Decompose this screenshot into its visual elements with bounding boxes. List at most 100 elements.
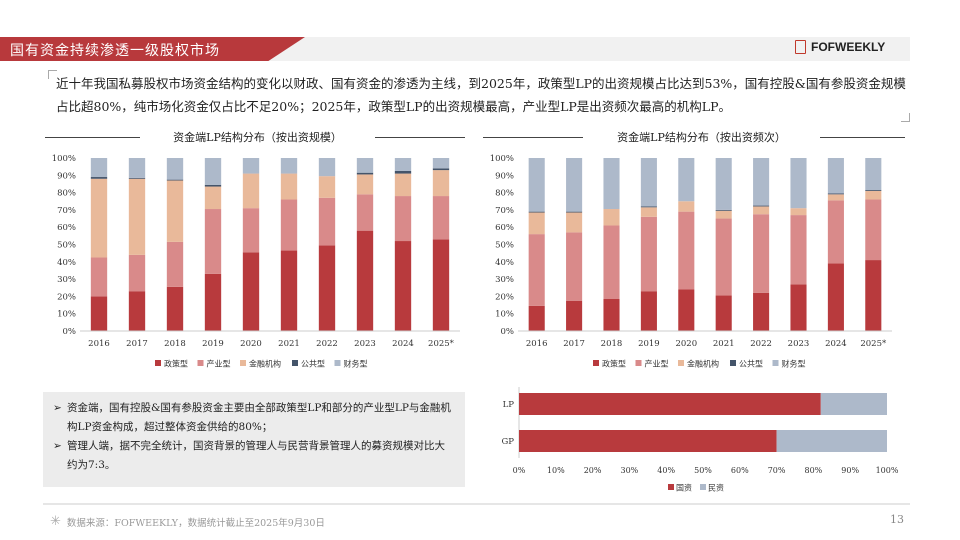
y-tick-label: 100% [490,154,514,164]
bar-segment-公共型 [715,209,732,211]
bar-segment-产业型 [715,218,732,296]
bar-segment-财务型 [280,158,298,174]
bar-segment-公共型 [566,211,583,213]
x-tick-label: 2021 [278,339,300,349]
x-tick-label: 2022 [316,339,338,349]
chart-lp-gp: LP GP 0% 10% 20% 30% 40% 50% 60% 70% 80% 90% 100% 国资 民… [501,387,899,493]
y-tick-label: 60% [57,223,76,233]
bar-segment-财务型 [640,158,657,207]
bar-segment-公共型 [640,206,657,208]
bar-segment-财务型 [356,158,374,173]
divider [375,137,465,138]
divider [820,137,905,138]
bar-segment-公共型 [528,211,545,213]
legend-swatch [678,360,684,366]
legend-label: 财务型 [344,359,368,369]
divider [45,137,140,138]
bar-segment-财务型 [603,158,620,210]
legend-swatch [292,360,298,366]
bar-segment-产业型 [394,196,412,242]
bar-segment-财务型 [790,158,807,209]
bar-segment-政策型 [827,263,844,331]
legend-swatch [635,360,642,366]
y-tick-label: 90% [57,171,76,181]
bar-segment-金融机构 [242,173,260,209]
bar-segment-公共型 [827,193,844,195]
legend-swatch [772,360,779,366]
y-tick-label: 70% [57,206,76,216]
legend-swatch [668,484,674,490]
bar-segment-民资 [776,430,887,452]
bar-segment-公共型 [90,177,108,179]
note-item: ➢ 管理人端，据不完全统计，国资背景的管理人与民营背景管理人的募资规模对比大约为7… [53,437,455,475]
bar-segment-产业型 [566,232,583,301]
x-tick-label: 2019 [202,339,224,349]
bar-segment-政策型 [318,245,336,331]
arrow-icon: ➢ [53,440,62,452]
bar-segment-财务型 [528,158,545,212]
y-tick-label: 30% [495,275,514,285]
bar-segment-产业型 [753,214,770,293]
bar-segment-公共型 [865,190,882,191]
bar-segment-财务型 [166,158,184,180]
bar-segment-政策型 [790,284,807,331]
bar-segment-政策型 [280,250,298,331]
y-tick-label: 10% [495,310,514,320]
x-tick-label: 2025* [860,339,887,349]
divider [483,137,583,138]
y-tick-label: 0% [63,327,77,337]
legend-label: 政策型 [602,359,626,369]
bar-segment-金融机构 [356,174,374,195]
y-tick-label: 50% [57,241,76,251]
y-tick-label: 40% [495,258,514,268]
bar-segment-政策型 [603,298,620,331]
legend-label: 产业型 [645,359,669,369]
bar-segment-产业型 [242,208,260,253]
x-tick-label: 2017 [563,339,585,349]
bar-segment-财务型 [394,158,412,171]
legend-label: 金融机构 [249,359,281,369]
legend-label: 民资 [708,483,724,493]
y-tick-label: 90% [495,171,514,181]
legend-swatch [240,360,246,366]
bar-segment-财务型 [318,158,336,177]
x-tick-label: 2017 [126,339,148,349]
y-tick-label: 30% [57,275,76,285]
bar-segment-产业型 [128,254,146,292]
y-tick-label: 20% [57,292,76,302]
bar-segment-金融机构 [90,178,108,258]
note-item: ➢ 资金端，国有控股&国有参股资金主要由全部政策型LP和部分的产业型LP与金融机构… [53,399,455,437]
x-tick-label: 90% [841,466,859,475]
bar-segment-金融机构 [790,208,807,216]
y-tick-label: 0% [501,327,515,337]
bar-segment-公共型 [166,179,184,181]
legend-swatch [700,484,706,490]
bar-segment-金融机构 [715,210,732,219]
bar-segment-政策型 [394,241,412,331]
legend-swatch [155,360,161,366]
bar-segment-公共型 [204,184,222,187]
x-tick-label: 80% [805,466,823,475]
bar-segment-产业型 [603,225,620,299]
bar-segment-国资 [519,430,777,452]
y-tick-label: 50% [495,241,514,251]
source-note: ✳ 数据来源：FOFWEEKLY，数据统计截止至2025年9月30日 [50,514,325,529]
bar-segment-财务型 [715,158,732,210]
bar-segment-产业型 [204,209,222,274]
bar-segment-金融机构 [166,180,184,242]
bar-segment-公共型 [394,170,412,174]
x-tick-label: 10% [547,466,565,475]
bar-segment-政策型 [90,296,108,331]
y-tick-label: 100% [52,154,76,164]
bar-segment-政策型 [242,252,260,331]
bar-segment-金融机构 [566,212,583,233]
page-title: 国有资金持续渗透一级股权市场 [10,43,220,59]
bar-segment-财务型 [128,158,146,178]
bar-segment-财务型 [865,158,882,191]
bar-segment-金融机构 [865,190,882,200]
bar-segment-政策型 [678,289,695,331]
bar-segment-政策型 [528,305,545,331]
legend-label: 公共型 [301,360,325,369]
x-tick-label: 20% [584,466,602,475]
bar-segment-金融机构 [827,194,844,201]
